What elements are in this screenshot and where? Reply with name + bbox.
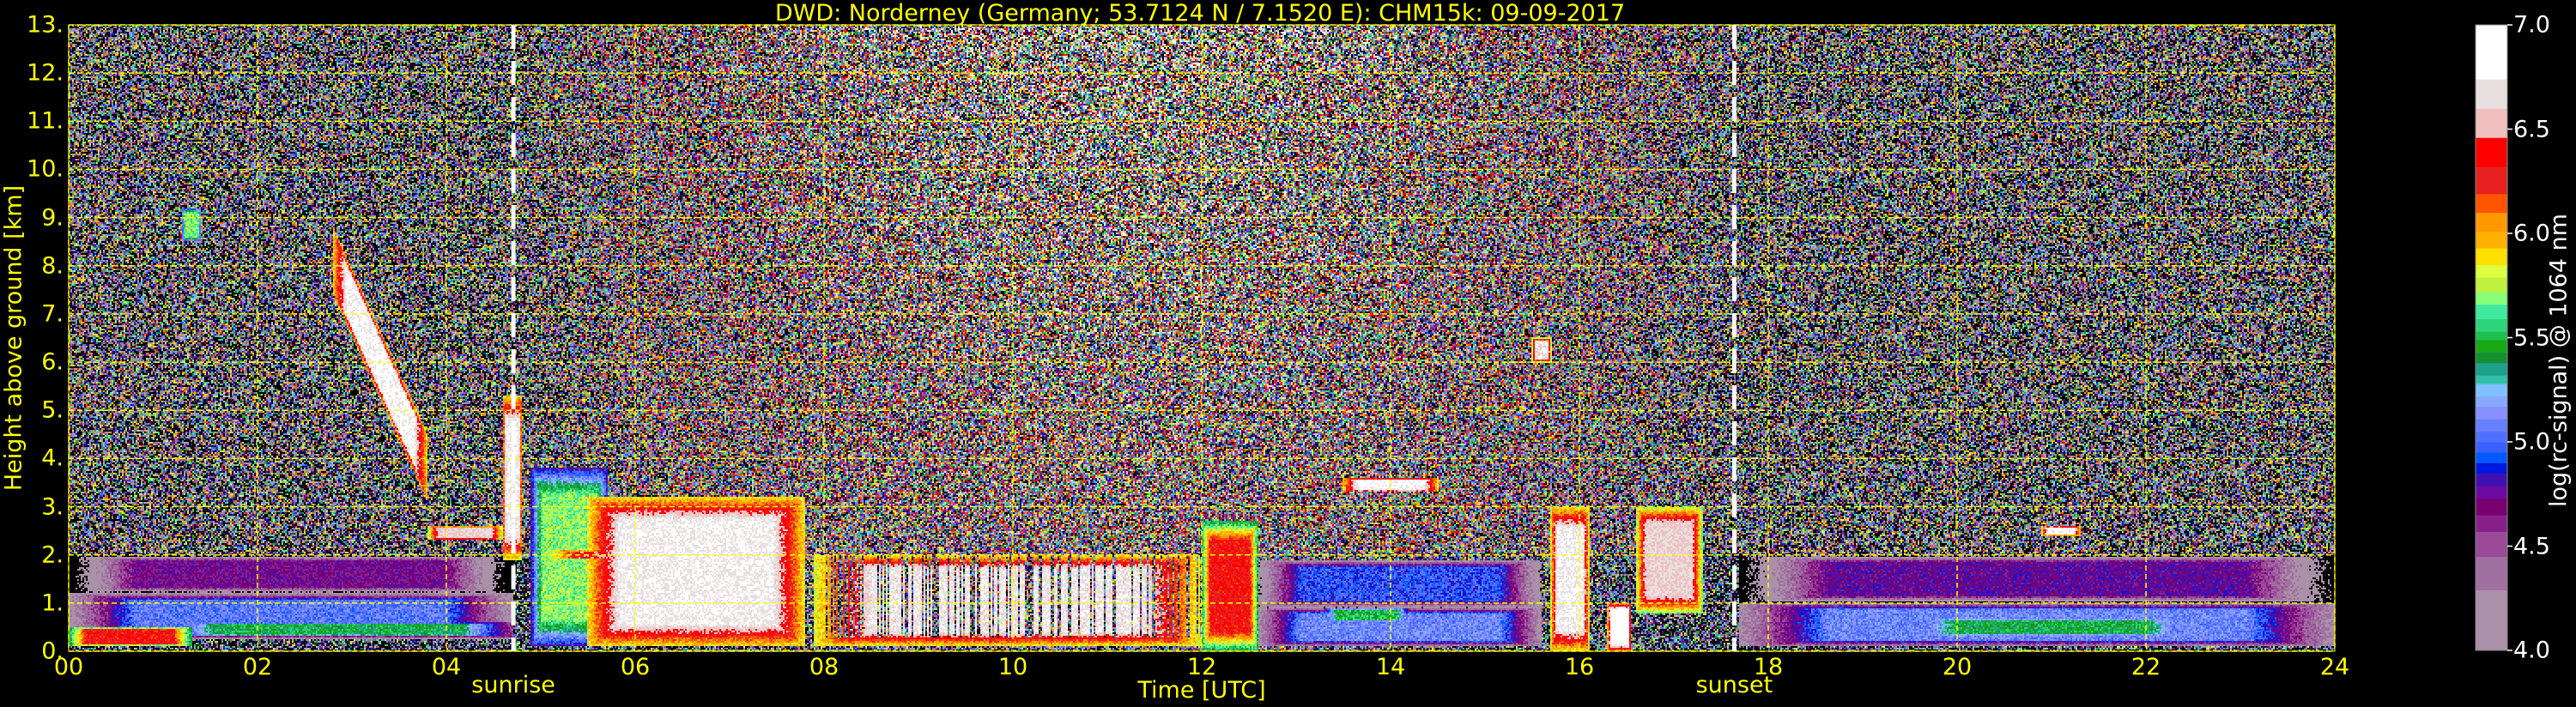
colorbar-tick-label: 4.0 <box>2513 637 2550 664</box>
sunrise-label: sunrise <box>471 672 555 698</box>
colorbar-tick-label: 7.0 <box>2513 11 2550 39</box>
colorbar-segment <box>2476 248 2507 265</box>
y-tick-label: 0. <box>41 638 64 665</box>
colorbar-segment <box>2476 304 2507 320</box>
plot-frame <box>68 24 2336 652</box>
y-tick-label: 11. <box>27 107 64 135</box>
colorbar-segment <box>2476 473 2507 486</box>
colorbar-segment <box>2476 486 2507 499</box>
x-tick-label: 06 <box>620 654 651 680</box>
colorbar-segment <box>2476 515 2507 532</box>
y-tick-label: 13. <box>27 11 64 39</box>
colorbar-segment <box>2476 318 2507 332</box>
y-tick-label: 3. <box>41 493 64 521</box>
x-tick-label: 18 <box>1753 654 1784 680</box>
colorbar-segment <box>2476 193 2507 214</box>
colorbar-segment <box>2476 556 2507 591</box>
colorbar-segment <box>2476 212 2507 233</box>
x-tick-label: 02 <box>242 654 273 680</box>
x-tick-label: 12 <box>1186 654 1217 680</box>
y-tick-label: 6. <box>41 348 64 376</box>
x-tick-label: 08 <box>809 654 839 680</box>
y-tick-label: 10. <box>27 155 64 183</box>
x-tick-label: 22 <box>2131 654 2161 680</box>
colorbar-segment <box>2476 292 2507 305</box>
sunset-label: sunset <box>1695 672 1773 698</box>
y-tick-label: 7. <box>41 300 64 328</box>
colorbar-tick-label: 6.5 <box>2513 116 2550 142</box>
colorbar-segment <box>2476 79 2507 109</box>
x-tick-label: 20 <box>1942 654 1973 680</box>
x-tick-label: 04 <box>431 654 462 680</box>
colorbar-segment <box>2476 352 2507 364</box>
colorbar-segment <box>2476 419 2507 432</box>
colorbar-tick-label: 5.0 <box>2513 428 2550 456</box>
colorbar-segment <box>2476 498 2507 516</box>
colorbar-segment <box>2476 431 2507 443</box>
y-tick-label: 1. <box>41 589 64 617</box>
colorbar-segment <box>2476 383 2507 397</box>
y-tick-label: 8. <box>41 252 64 280</box>
colorbar-segment <box>2476 462 2507 474</box>
y-tick-label: 5. <box>41 396 64 424</box>
y-axis-label: Height above ground [km] <box>0 184 27 492</box>
y-tick-label: 2. <box>41 541 64 569</box>
colorbar-segment <box>2476 137 2507 167</box>
colorbar-segment <box>2476 375 2507 384</box>
x-tick-label: 00 <box>53 654 84 680</box>
colorbar-segment <box>2476 331 2507 341</box>
colorbar-segment <box>2476 531 2507 558</box>
colorbar-segment <box>2476 166 2507 195</box>
chart-title: DWD: Norderney (Germany; 53.7124 N / 7.1… <box>774 0 1626 27</box>
colorbar-segment <box>2476 406 2507 420</box>
colorbar-segment <box>2476 339 2507 354</box>
colorbar-segment <box>2476 264 2507 278</box>
colorbar-segment <box>2476 108 2507 138</box>
x-tick-label: 16 <box>1564 654 1595 680</box>
colorbar-segment <box>2476 231 2507 249</box>
y-tick-label: 4. <box>41 444 64 472</box>
colorbar-segment <box>2476 362 2507 376</box>
x-tick-label: 14 <box>1375 654 1406 680</box>
y-tick-label: 12. <box>27 59 64 87</box>
colorbar-tick-label: 5.5 <box>2513 324 2550 351</box>
colorbar-segment <box>2476 589 2507 651</box>
colorbar-label: log(rc-signal) @ 1064 nm <box>2545 213 2573 508</box>
x-tick-label: 24 <box>2319 654 2350 680</box>
colorbar-segment <box>2476 25 2507 80</box>
colorbar-segment <box>2476 396 2507 408</box>
colorbar-tick-label: 6.0 <box>2513 220 2550 247</box>
colorbar-tick-label: 4.5 <box>2513 533 2550 559</box>
colorbar-segment <box>2476 442 2507 453</box>
x-axis-label: Time [UTC] <box>1137 677 1266 704</box>
colorbar-segment <box>2476 452 2507 463</box>
y-tick-label: 9. <box>41 204 64 232</box>
x-tick-label: 10 <box>997 654 1028 680</box>
colorbar-segment <box>2476 277 2507 293</box>
